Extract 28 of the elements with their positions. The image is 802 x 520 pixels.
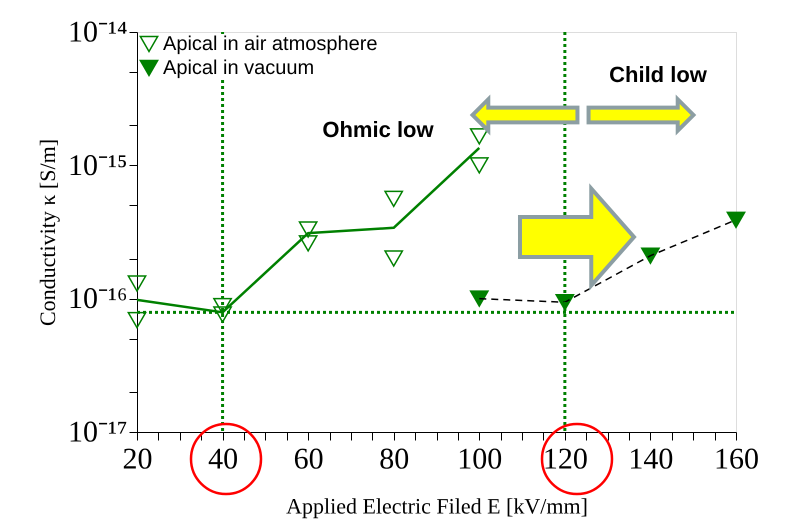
legend-label: Apical in vacuum: [163, 57, 314, 79]
x-tick-label: 40: [208, 442, 238, 476]
point: [128, 312, 146, 328]
point: [213, 306, 232, 323]
y-tick-label: 10⁻¹⁶: [68, 282, 128, 316]
x-tick-label: 140: [628, 442, 674, 476]
point: [298, 221, 318, 238]
point: [128, 275, 146, 292]
point: [726, 212, 746, 228]
annotation: Ohmic low: [322, 117, 434, 142]
x-tick-label: 100: [457, 442, 502, 476]
y-tick-label: 10⁻¹⁴: [68, 16, 128, 48]
x-tick-label: 120: [542, 442, 588, 476]
point: [470, 128, 489, 145]
point: [298, 235, 318, 252]
annotation: Child low: [609, 62, 708, 87]
legend-label: Apical in air atmosphere: [163, 33, 378, 55]
point: [641, 247, 660, 264]
y-axis-title: Conductivity κ [S/m]: [35, 138, 60, 326]
point: [470, 157, 489, 174]
y-tick-label: 10⁻¹⁵: [68, 148, 128, 182]
point: [384, 190, 404, 208]
x-tick-label: 80: [379, 442, 410, 476]
point: [470, 290, 489, 307]
x-tick-label: 60: [294, 442, 324, 476]
x-tick-label: 160: [714, 442, 759, 476]
x-axis-title: Applied Electric Filed E [kV/mm]: [286, 494, 588, 518]
point: [384, 250, 404, 267]
